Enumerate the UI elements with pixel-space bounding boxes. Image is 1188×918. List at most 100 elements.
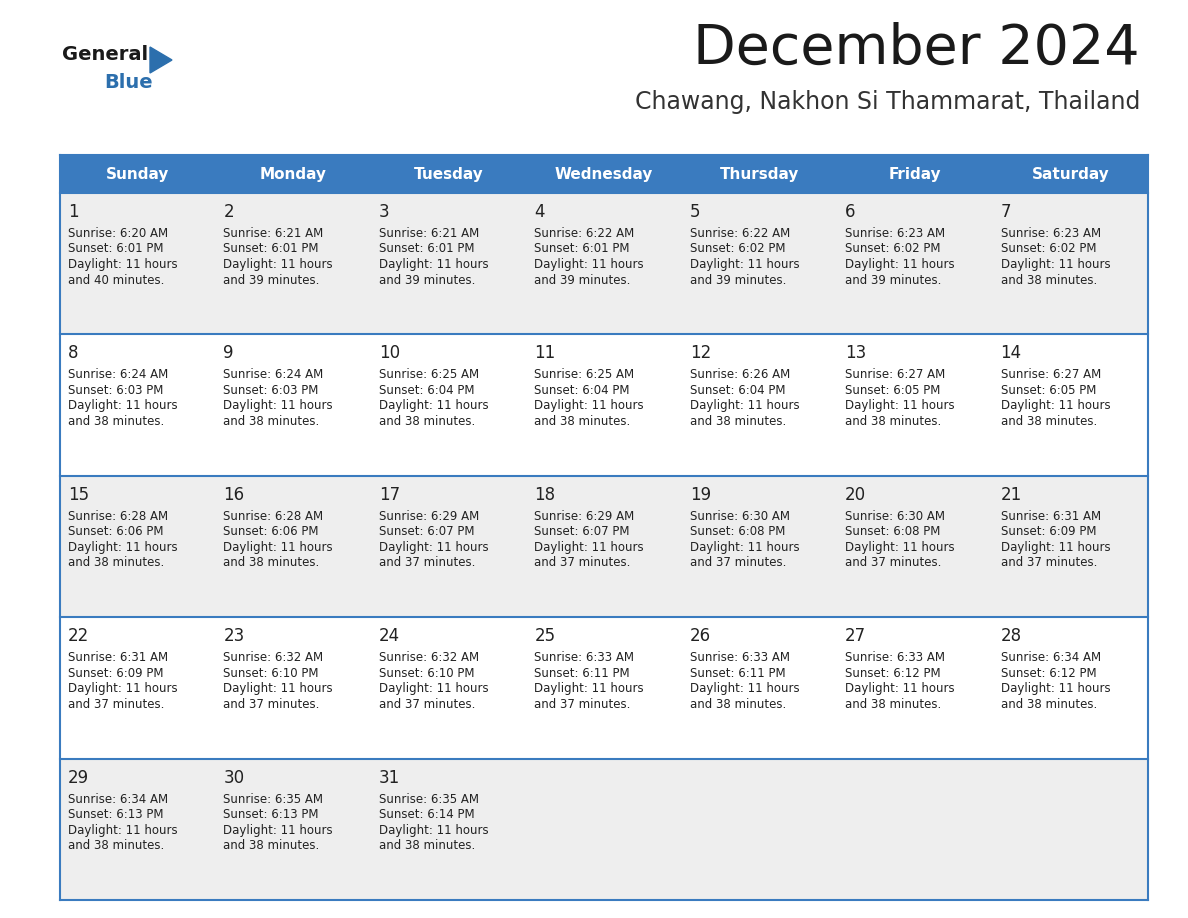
- Text: Tuesday: Tuesday: [413, 166, 484, 182]
- Text: Sunrise: 6:35 AM: Sunrise: 6:35 AM: [379, 792, 479, 806]
- Text: Sunset: 6:11 PM: Sunset: 6:11 PM: [535, 666, 630, 679]
- Text: Sunrise: 6:22 AM: Sunrise: 6:22 AM: [535, 227, 634, 240]
- Text: Daylight: 11 hours: Daylight: 11 hours: [68, 541, 178, 554]
- Text: Daylight: 11 hours: Daylight: 11 hours: [379, 258, 488, 271]
- Text: Sunset: 6:01 PM: Sunset: 6:01 PM: [379, 242, 474, 255]
- Text: 20: 20: [845, 486, 866, 504]
- Text: 26: 26: [690, 627, 710, 645]
- Text: 12: 12: [690, 344, 710, 363]
- Text: Sunset: 6:08 PM: Sunset: 6:08 PM: [690, 525, 785, 538]
- Text: and 37 minutes.: and 37 minutes.: [379, 698, 475, 711]
- Text: Sunset: 6:09 PM: Sunset: 6:09 PM: [1000, 525, 1097, 538]
- Text: Sunrise: 6:24 AM: Sunrise: 6:24 AM: [68, 368, 169, 381]
- Text: 25: 25: [535, 627, 556, 645]
- Text: Sunrise: 6:23 AM: Sunrise: 6:23 AM: [845, 227, 946, 240]
- Text: Daylight: 11 hours: Daylight: 11 hours: [223, 399, 333, 412]
- Text: Daylight: 11 hours: Daylight: 11 hours: [690, 258, 800, 271]
- Text: and 38 minutes.: and 38 minutes.: [1000, 415, 1097, 428]
- Text: Sunset: 6:13 PM: Sunset: 6:13 PM: [68, 808, 164, 821]
- Text: and 39 minutes.: and 39 minutes.: [535, 274, 631, 286]
- Text: Sunset: 6:06 PM: Sunset: 6:06 PM: [223, 525, 318, 538]
- Text: December 2024: December 2024: [694, 22, 1140, 76]
- Text: Sunset: 6:01 PM: Sunset: 6:01 PM: [223, 242, 318, 255]
- Text: and 38 minutes.: and 38 minutes.: [845, 698, 941, 711]
- Text: Sunset: 6:11 PM: Sunset: 6:11 PM: [690, 666, 785, 679]
- Text: Sunset: 6:10 PM: Sunset: 6:10 PM: [379, 666, 474, 679]
- Text: Sunset: 6:02 PM: Sunset: 6:02 PM: [690, 242, 785, 255]
- Text: Daylight: 11 hours: Daylight: 11 hours: [690, 682, 800, 695]
- Text: Sunday: Sunday: [106, 166, 170, 182]
- Text: Sunrise: 6:24 AM: Sunrise: 6:24 AM: [223, 368, 323, 381]
- Text: 3: 3: [379, 203, 390, 221]
- Text: Daylight: 11 hours: Daylight: 11 hours: [68, 682, 178, 695]
- Text: and 38 minutes.: and 38 minutes.: [223, 415, 320, 428]
- Text: Sunset: 6:02 PM: Sunset: 6:02 PM: [845, 242, 941, 255]
- Text: and 37 minutes.: and 37 minutes.: [379, 556, 475, 569]
- Text: and 40 minutes.: and 40 minutes.: [68, 274, 164, 286]
- Text: 6: 6: [845, 203, 855, 221]
- Text: Sunrise: 6:34 AM: Sunrise: 6:34 AM: [1000, 651, 1101, 665]
- Text: Sunset: 6:14 PM: Sunset: 6:14 PM: [379, 808, 474, 821]
- Text: Daylight: 11 hours: Daylight: 11 hours: [68, 823, 178, 836]
- Text: and 39 minutes.: and 39 minutes.: [690, 274, 786, 286]
- Text: Sunset: 6:05 PM: Sunset: 6:05 PM: [845, 384, 941, 397]
- Text: Sunrise: 6:30 AM: Sunrise: 6:30 AM: [845, 509, 946, 522]
- Text: Sunset: 6:06 PM: Sunset: 6:06 PM: [68, 525, 164, 538]
- Text: Daylight: 11 hours: Daylight: 11 hours: [1000, 399, 1111, 412]
- Text: and 38 minutes.: and 38 minutes.: [223, 556, 320, 569]
- Text: Saturday: Saturday: [1031, 166, 1110, 182]
- Text: Daylight: 11 hours: Daylight: 11 hours: [223, 682, 333, 695]
- Text: Sunset: 6:07 PM: Sunset: 6:07 PM: [379, 525, 474, 538]
- Text: General: General: [62, 45, 148, 64]
- Text: 2: 2: [223, 203, 234, 221]
- Text: and 38 minutes.: and 38 minutes.: [1000, 698, 1097, 711]
- Text: 23: 23: [223, 627, 245, 645]
- Text: and 37 minutes.: and 37 minutes.: [68, 698, 164, 711]
- Text: Daylight: 11 hours: Daylight: 11 hours: [379, 399, 488, 412]
- Text: and 37 minutes.: and 37 minutes.: [845, 556, 942, 569]
- Text: Sunrise: 6:29 AM: Sunrise: 6:29 AM: [379, 509, 479, 522]
- Text: and 37 minutes.: and 37 minutes.: [535, 698, 631, 711]
- Text: and 38 minutes.: and 38 minutes.: [68, 415, 164, 428]
- Text: Sunset: 6:13 PM: Sunset: 6:13 PM: [223, 808, 318, 821]
- Text: and 39 minutes.: and 39 minutes.: [379, 274, 475, 286]
- Text: 11: 11: [535, 344, 556, 363]
- Text: Sunrise: 6:21 AM: Sunrise: 6:21 AM: [379, 227, 479, 240]
- Text: and 38 minutes.: and 38 minutes.: [68, 839, 164, 852]
- Text: Sunrise: 6:27 AM: Sunrise: 6:27 AM: [845, 368, 946, 381]
- Text: Thursday: Thursday: [720, 166, 800, 182]
- Text: Sunrise: 6:31 AM: Sunrise: 6:31 AM: [68, 651, 169, 665]
- Text: Daylight: 11 hours: Daylight: 11 hours: [223, 258, 333, 271]
- Text: and 38 minutes.: and 38 minutes.: [223, 839, 320, 852]
- Text: Sunset: 6:03 PM: Sunset: 6:03 PM: [68, 384, 164, 397]
- Text: Sunrise: 6:21 AM: Sunrise: 6:21 AM: [223, 227, 323, 240]
- Text: Daylight: 11 hours: Daylight: 11 hours: [1000, 541, 1111, 554]
- Text: and 38 minutes.: and 38 minutes.: [535, 415, 631, 428]
- Text: Sunset: 6:07 PM: Sunset: 6:07 PM: [535, 525, 630, 538]
- Text: 29: 29: [68, 768, 89, 787]
- Bar: [61, 617, 1148, 758]
- Text: Monday: Monday: [260, 166, 327, 182]
- Text: Sunset: 6:09 PM: Sunset: 6:09 PM: [68, 666, 164, 679]
- Text: and 38 minutes.: and 38 minutes.: [690, 698, 786, 711]
- Text: and 38 minutes.: and 38 minutes.: [68, 556, 164, 569]
- Text: Friday: Friday: [889, 166, 941, 182]
- Text: 24: 24: [379, 627, 400, 645]
- Text: 19: 19: [690, 486, 710, 504]
- Text: Daylight: 11 hours: Daylight: 11 hours: [690, 541, 800, 554]
- Text: 5: 5: [690, 203, 700, 221]
- Text: Daylight: 11 hours: Daylight: 11 hours: [845, 541, 955, 554]
- Text: and 37 minutes.: and 37 minutes.: [1000, 556, 1097, 569]
- Text: and 38 minutes.: and 38 minutes.: [1000, 274, 1097, 286]
- Text: Daylight: 11 hours: Daylight: 11 hours: [379, 682, 488, 695]
- Text: Daylight: 11 hours: Daylight: 11 hours: [379, 541, 488, 554]
- Text: 21: 21: [1000, 486, 1022, 504]
- Text: 30: 30: [223, 768, 245, 787]
- Text: Sunrise: 6:32 AM: Sunrise: 6:32 AM: [223, 651, 323, 665]
- Text: Wednesday: Wednesday: [555, 166, 653, 182]
- Text: and 37 minutes.: and 37 minutes.: [223, 698, 320, 711]
- Text: Sunset: 6:04 PM: Sunset: 6:04 PM: [535, 384, 630, 397]
- Text: Sunrise: 6:28 AM: Sunrise: 6:28 AM: [68, 509, 169, 522]
- Text: Daylight: 11 hours: Daylight: 11 hours: [535, 541, 644, 554]
- Text: 22: 22: [68, 627, 89, 645]
